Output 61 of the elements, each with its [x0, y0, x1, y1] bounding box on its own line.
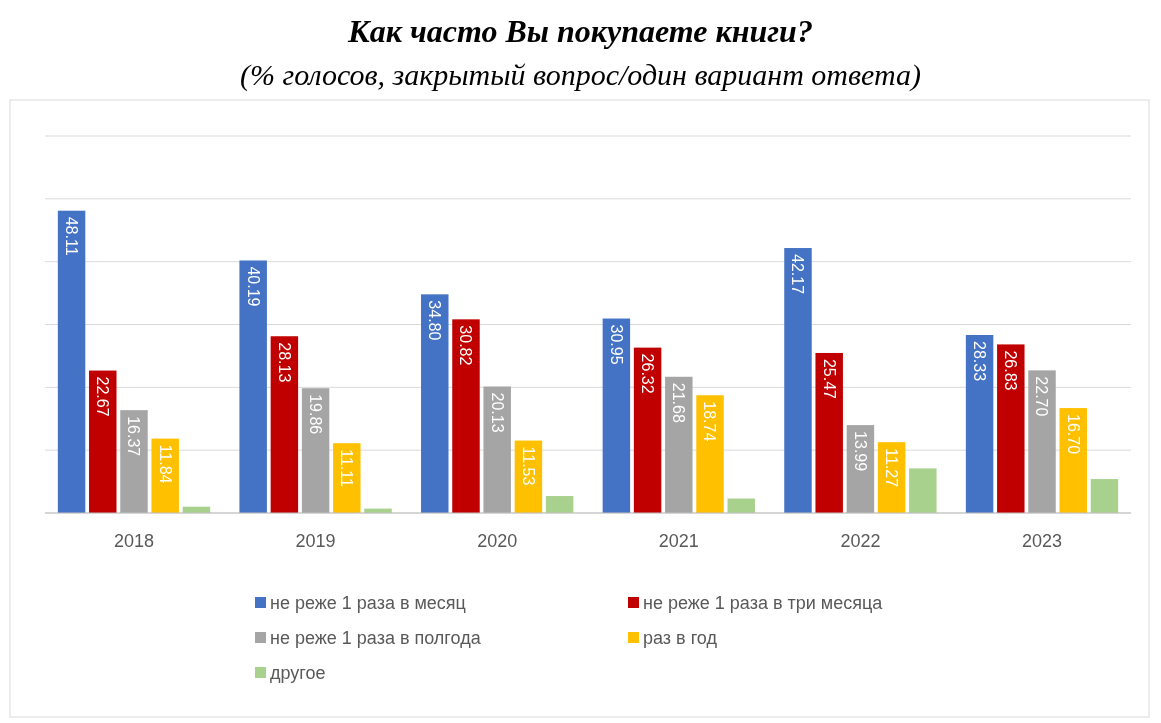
chart-title: Как часто Вы покупаете книги?	[347, 13, 813, 49]
data-label: 11.11	[338, 449, 356, 487]
data-label: 26.83	[1002, 350, 1020, 391]
bar	[997, 344, 1025, 513]
data-label: 18.74	[701, 401, 719, 442]
data-label: 13.99	[851, 431, 869, 472]
bar	[333, 443, 361, 513]
x-tick-label: 2018	[113, 531, 155, 551]
bar	[784, 248, 812, 513]
bar	[421, 294, 449, 513]
data-label: 26.32	[638, 353, 656, 394]
data-label: 22.70	[1033, 376, 1051, 417]
x-tick-label: 2020	[477, 531, 518, 551]
data-label: 19.86	[306, 394, 324, 435]
bar	[965, 334, 994, 513]
data-label: 48.11	[62, 216, 80, 256]
data-label: 28.33	[970, 340, 988, 382]
bar	[1059, 408, 1087, 513]
data-label: 21.68	[670, 382, 688, 423]
x-tick-label: 2022	[840, 531, 881, 551]
legend-label: не реже 1 раза в полгода	[270, 628, 482, 649]
data-label: 20.13	[488, 392, 506, 433]
bar	[1090, 479, 1119, 513]
bar	[602, 318, 631, 513]
bar	[270, 336, 299, 513]
data-label: 22.67	[94, 376, 112, 417]
x-tick-label: 2019	[295, 531, 336, 551]
bar	[815, 352, 843, 513]
legend-label: другое	[270, 663, 326, 684]
bar	[120, 410, 148, 513]
data-label: 11.84	[156, 444, 174, 484]
bar	[239, 260, 267, 513]
bar	[665, 376, 693, 513]
bar	[909, 468, 937, 513]
bar	[545, 496, 574, 513]
data-label: 11.27	[883, 448, 901, 488]
bar	[1028, 370, 1056, 513]
bar	[633, 347, 662, 513]
data-label: 16.70	[1064, 414, 1082, 455]
data-label: 25.47	[820, 358, 838, 400]
bar	[89, 370, 117, 513]
data-label: 11.53	[519, 446, 537, 486]
legend-label: раз в год	[643, 628, 718, 649]
data-label: 30.95	[607, 324, 625, 365]
data-label: 28.13	[275, 342, 293, 383]
x-tick-label: 2021	[658, 531, 699, 551]
bar	[483, 386, 511, 513]
legend-label: не реже 1 раза в три месяца	[643, 593, 884, 614]
data-label: 40.19	[244, 266, 262, 307]
bar	[57, 210, 86, 513]
data-label: 30.82	[457, 325, 475, 366]
chart-subtitle: (% голосов, закрытый вопрос/один вариант ответа)	[240, 58, 921, 92]
bar	[452, 319, 480, 513]
bar	[727, 498, 755, 513]
x-tick-label: 2023	[1021, 531, 1063, 551]
legend-label: не реже 1 раза в месяц	[270, 593, 466, 614]
bar	[301, 388, 330, 513]
data-label: 16.37	[125, 416, 143, 457]
data-label: 34.80	[426, 300, 444, 341]
data-label: 42.17	[789, 254, 807, 295]
bar	[696, 395, 724, 513]
